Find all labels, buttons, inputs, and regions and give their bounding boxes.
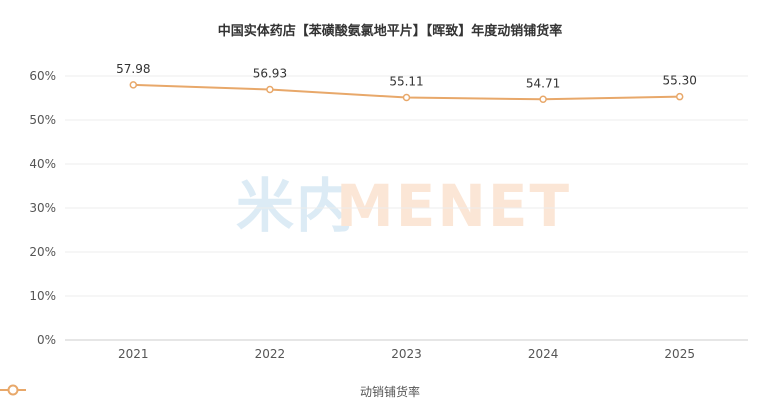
data-point[interactable]	[402, 93, 411, 102]
data-point[interactable]	[129, 81, 138, 89]
x-tick-label: 2021	[118, 347, 149, 361]
data-point[interactable]	[266, 85, 274, 94]
data-label: 57.98	[116, 62, 150, 76]
watermark: 米内 MENET	[236, 172, 571, 240]
data-label: 56.93	[253, 67, 287, 81]
legend-label: 动销铺货率	[359, 385, 420, 399]
chart-title: 中国实体药店【苯磺酸氨氯地平片】【晖致】年度动销铺货率	[217, 24, 563, 39]
y-tick-label: 50%	[29, 113, 56, 127]
x-tick-label: 2025	[664, 347, 695, 361]
x-tick-label: 2024	[528, 347, 559, 361]
data-label: 55.30	[663, 74, 697, 88]
data-point[interactable]	[675, 92, 684, 101]
series-layer	[129, 81, 684, 104]
data-label: 55.11	[389, 75, 423, 89]
x-tick-label: 2022	[255, 347, 286, 361]
data-point[interactable]	[539, 95, 547, 104]
y-tick-label: 60%	[29, 69, 56, 83]
watermark-en-text: MENET	[336, 172, 571, 240]
legend-line-marker-icon	[0, 384, 26, 396]
y-tick-label: 30%	[29, 201, 56, 215]
y-tick-label: 40%	[29, 157, 56, 171]
axes: 0% 10% 20% 30% 40% 50% 60% 2021 2022 2023 2024 2025	[29, 69, 748, 361]
y-tick-label: 0%	[37, 333, 56, 347]
data-label: 54.71	[526, 76, 560, 90]
grid-lines	[65, 75, 748, 297]
y-tick-label: 10%	[29, 289, 56, 303]
data-labels: 57.98 56.93 55.11 54.71 55.30	[116, 62, 697, 90]
x-tick-label: 2023	[391, 347, 422, 361]
legend[interactable]: 动销铺货率	[0, 383, 780, 400]
y-tick-label: 20%	[29, 245, 56, 259]
watermark-cn-text: 米内	[236, 172, 356, 240]
